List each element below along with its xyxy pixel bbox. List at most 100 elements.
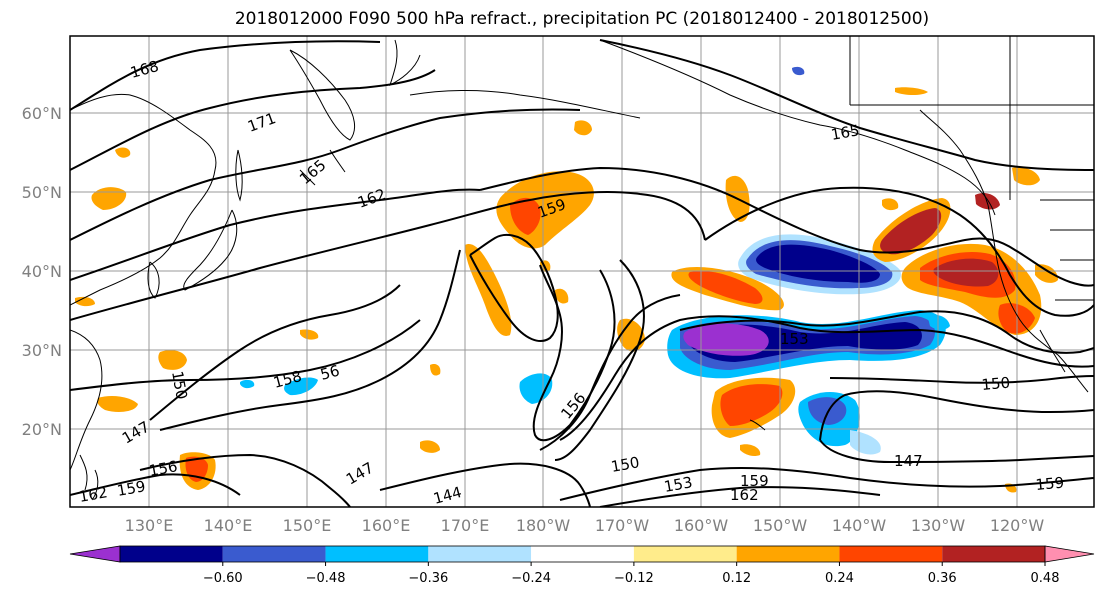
lat-label: 30°N (22, 341, 62, 360)
shade-orange-9 (115, 147, 131, 158)
contour-label: 56 (318, 362, 341, 384)
lon-label: 170°E (441, 516, 490, 535)
colorbar-tick-label: −0.48 (306, 571, 346, 586)
colorbar-swatch (633, 546, 737, 562)
shade-blue-2 (284, 377, 318, 396)
latitude-labels: 60°N 50°N 40°N 30°N 20°N (22, 104, 62, 439)
contour-label: 159 (740, 472, 769, 490)
shade-orange-4 (895, 87, 928, 95)
coast-philippines (79, 454, 99, 501)
contour-label: 162 (78, 483, 109, 506)
contour-159 (70, 191, 706, 321)
shade-orange-12 (300, 329, 319, 340)
contour-label: 159 (116, 477, 147, 500)
colorbar-arrow-left (69, 545, 121, 563)
shade-orange-8 (555, 288, 569, 304)
contour-162-e (704, 186, 1094, 317)
coast-china-east (70, 329, 103, 471)
contour-label: 150 (610, 453, 641, 476)
shade-red-central (510, 197, 541, 235)
contour-162-w (70, 188, 481, 281)
shade-brown-westcoast (933, 258, 999, 287)
lon-label: 120°W (990, 516, 1045, 535)
coast-bc (919, 109, 989, 206)
colorbar-swatch (531, 546, 634, 562)
shade-orange-17 (75, 296, 95, 307)
colorbar-tick-label: −0.24 (511, 571, 551, 586)
colorbar-swatch (325, 546, 429, 562)
height-contours (70, 39, 1094, 507)
contour-159-s (559, 467, 1094, 501)
contour-label: 159 (1035, 474, 1065, 494)
shade-brown-goa (880, 208, 942, 255)
shade-orange-1 (574, 120, 592, 136)
contour-144 (379, 462, 591, 507)
colorbar-tick-label: −0.12 (614, 571, 654, 586)
contour-label: 150 (981, 374, 1011, 394)
lat-label: 50°N (22, 183, 62, 202)
coast-hawaii (749, 419, 766, 431)
contour-153 (559, 315, 1094, 441)
contour-165-w (70, 108, 581, 241)
shade-orange-3 (1012, 167, 1040, 186)
coast-asia (70, 93, 217, 306)
map-title: 2018012000 F090 500 hPa refract., precip… (234, 9, 930, 29)
colorbar-swatch (839, 546, 943, 562)
lat-label: 60°N (22, 104, 62, 123)
shade-blue-4 (928, 315, 950, 330)
contour-label: 165 (830, 121, 861, 144)
lon-label: 140°W (832, 516, 887, 535)
contour-171 (70, 69, 436, 171)
colorbar-tick-label: −0.60 (203, 571, 243, 586)
coast-korea (147, 261, 160, 299)
contour-label: 162 (730, 486, 759, 504)
coast-aleutians (409, 89, 641, 119)
lat-label: 20°N (22, 420, 62, 439)
contour-159-e (479, 166, 1094, 287)
contour-150-w (149, 284, 401, 421)
shade-orange-5 (1035, 264, 1058, 283)
colorbar-tick-label: 0.12 (722, 571, 751, 586)
shade-darkblue-south (808, 397, 847, 425)
coast-alaska (599, 39, 996, 216)
contour-159-sw (70, 473, 241, 496)
colorbar-border (119, 545, 1046, 563)
lon-label: 150°E (283, 516, 332, 535)
shade-orange-w30 (158, 350, 187, 370)
shade-orange-15 (975, 193, 1000, 210)
lon-label: 160°W (674, 516, 729, 535)
contour-147-w (159, 249, 461, 431)
colorbar-swatch (942, 546, 1045, 562)
shade-orange-11 (740, 444, 761, 457)
contour-147 (819, 390, 1094, 464)
shade-red-160w (688, 270, 763, 304)
border-states (1009, 36, 1094, 301)
shade-purple-30n (683, 323, 769, 356)
shade-orange-16 (430, 364, 441, 376)
contour-trough-c (554, 259, 645, 461)
colorbar-swatch (222, 546, 326, 562)
shade-orange-nw (91, 187, 127, 210)
coastlines (70, 36, 1094, 501)
contour-label: 153 (663, 473, 694, 496)
lon-label: 130°E (125, 516, 174, 535)
shade-red-20n (720, 384, 783, 426)
map-frame (69, 35, 1095, 508)
shade-orange-14 (882, 198, 899, 211)
border-canada-us (849, 36, 1094, 106)
colorbar-swatch (428, 546, 532, 562)
lon-label: 150°W (753, 516, 808, 535)
colorbar-arrow-right (1044, 545, 1095, 563)
lon-label: 170°W (595, 516, 650, 535)
contour-162-s (599, 486, 881, 507)
contour-label: 150 (168, 370, 191, 401)
colorbar-tick-label: −0.36 (408, 571, 448, 586)
shade-blue-3 (240, 379, 255, 389)
contour-158-w (70, 319, 421, 391)
coast-kamchatka (289, 49, 356, 141)
lon-label: 130°W (911, 516, 966, 535)
shade-blue-1 (792, 66, 805, 76)
contour-trough-a (532, 264, 616, 442)
lon-label: 180°W (516, 516, 571, 535)
